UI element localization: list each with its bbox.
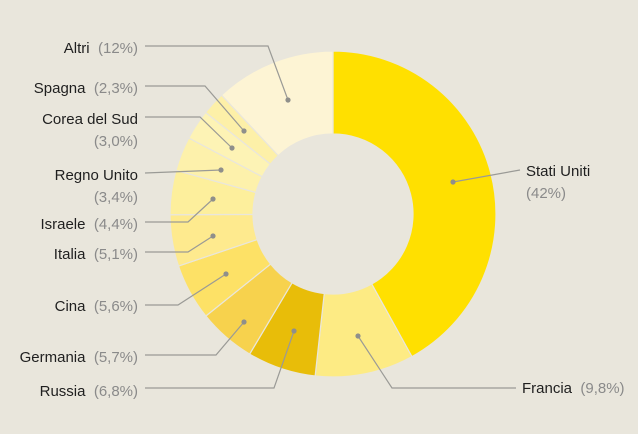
slice-name: Corea del Sud <box>42 111 138 128</box>
leader-lines <box>144 45 521 389</box>
leader-line-stati-uniti <box>452 169 521 183</box>
slice-name: Regno Unito <box>55 167 138 184</box>
leader-dot-corea-del-sud <box>229 145 235 151</box>
slice-label-altri: Altri (12%) <box>64 40 138 57</box>
leader-line-israele <box>145 198 214 223</box>
leader-line-corea-del-sud <box>145 116 233 149</box>
slice-value: (9,8%) <box>572 380 625 397</box>
leader-dot-germania <box>241 319 247 325</box>
leader-line-regno-unito <box>144 169 222 174</box>
slice-value: (3,4%) <box>94 189 138 206</box>
leader-dot-cina <box>223 271 229 277</box>
slice-label-israele: Israele (4,4%) <box>40 216 138 233</box>
slice-value: (5,6%) <box>85 298 138 315</box>
slice-name: Italia <box>54 246 86 263</box>
leader-dot-spagna <box>241 128 247 134</box>
slice-value: (3,0%) <box>94 133 138 150</box>
slice-label-corea-del-sud: (3,0%) <box>94 133 138 150</box>
slice-name: Germania <box>20 349 87 366</box>
slice-value: (4,4%) <box>85 216 138 233</box>
slice-value: (2,3%) <box>85 80 138 97</box>
slice-label-italia: Italia (5,1%) <box>54 246 138 263</box>
leader-dot-altri <box>285 97 291 103</box>
slice-label-regno-unito: Regno Unito <box>55 167 138 184</box>
leader-dot-stati-uniti <box>450 179 456 185</box>
leader-dot-regno-unito <box>218 167 224 173</box>
slice-label-germania: Germania (5,7%) <box>20 349 138 366</box>
leader-line-francia <box>357 335 516 389</box>
slice-label-regno-unito: (3,4%) <box>94 189 138 206</box>
leader-line-germania <box>145 321 245 356</box>
leader-dot-israele <box>210 196 216 202</box>
slice-label-russia: Russia (6,8%) <box>40 383 138 400</box>
slice-value: (5,1%) <box>85 246 138 263</box>
slice-name: Altri <box>64 40 90 57</box>
donut-hole <box>253 134 413 294</box>
slice-name: Cina <box>55 298 87 315</box>
donut-slices <box>169 50 497 378</box>
slice-label-stati-uniti: Stati Uniti <box>526 163 590 180</box>
leader-line-italia <box>145 235 214 253</box>
slice-name: Spagna <box>34 80 86 97</box>
slice-label-francia: Francia (9,8%) <box>522 380 625 397</box>
slice-value: (42%) <box>526 185 566 202</box>
leader-line-spagna <box>145 85 245 132</box>
slice-label-spagna: Spagna (2,3%) <box>34 80 138 97</box>
leader-line-russia <box>145 330 295 389</box>
slice-value: (5,7%) <box>85 349 138 366</box>
slice-label-corea-del-sud: Corea del Sud <box>42 111 138 128</box>
slice-label-cina: Cina (5,6%) <box>55 298 138 315</box>
slice-name: Francia <box>522 380 573 397</box>
leader-dot-russia <box>291 328 297 334</box>
leader-line-altri <box>145 45 289 101</box>
slice-labels: Stati Uniti (42%) Francia (9,8%) Russia (6,… <box>20 40 625 400</box>
slice-value: (6,8%) <box>85 383 138 400</box>
slice-name: Israele <box>40 216 85 233</box>
leader-dot-italia <box>210 233 216 239</box>
slice-label-stati-uniti: (42%) <box>526 185 566 202</box>
slice-name: Stati Uniti <box>526 163 590 180</box>
slice-value: (12%) <box>90 40 138 57</box>
leader-line-cina <box>145 273 227 306</box>
leader-dot-francia <box>355 333 361 339</box>
slice-name: Russia <box>40 383 87 400</box>
